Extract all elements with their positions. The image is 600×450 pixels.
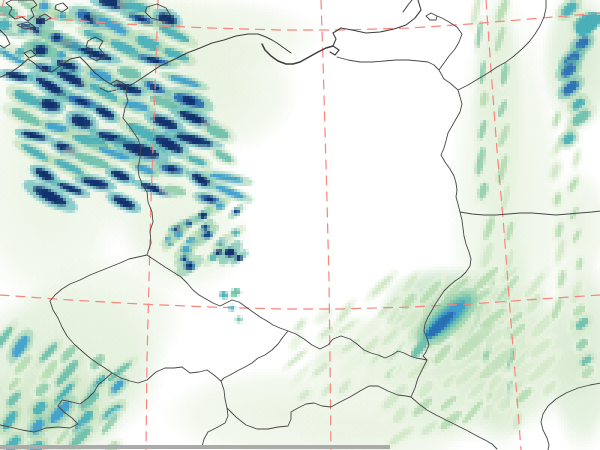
border-poland-belarus xyxy=(440,89,463,213)
coast-baltic-coast xyxy=(0,33,292,88)
border-russia-lithuania xyxy=(425,12,463,71)
border-austria-slovakia xyxy=(220,380,228,409)
graticule-meridian-0 xyxy=(0,0,5,17)
coast-sambia-curonian-coast xyxy=(332,0,422,47)
border-slovakia-ukraine xyxy=(410,359,428,398)
graticule-meridian-1 xyxy=(145,0,159,450)
border-poland-ukraine xyxy=(422,211,472,361)
coast-gdansk-bay-vistula-spit xyxy=(261,43,334,65)
graticule-meridian-3 xyxy=(485,0,522,450)
border-poland-lithuania xyxy=(443,78,459,91)
island-fehmarn xyxy=(23,49,37,59)
graticule-meridian-2 xyxy=(320,0,332,450)
island-lolland xyxy=(16,21,36,30)
border-czechia-austria xyxy=(111,366,222,384)
island-moen xyxy=(38,13,52,22)
island-small-danish-isle xyxy=(54,2,69,13)
islands xyxy=(0,0,171,62)
island-langeland xyxy=(0,29,11,49)
coastlines xyxy=(0,0,422,93)
graticule-parallel-0 xyxy=(0,12,600,31)
border-germany-austria xyxy=(0,372,113,433)
coast-curonian-spit xyxy=(402,0,413,13)
border-ukraine-romania xyxy=(540,382,600,450)
coast-szczecin-lagoon-a xyxy=(109,79,125,85)
coast-szczecin-lagoon-b xyxy=(99,87,117,93)
border-lithuania-belarus xyxy=(457,0,547,91)
border-poland-russia xyxy=(336,56,445,80)
border-czechia-germany xyxy=(49,254,148,374)
border-ukraine-hungary xyxy=(410,396,498,450)
border-czechia-slovakia xyxy=(220,330,289,382)
island-ruegen xyxy=(85,36,106,62)
border-czechia-poland xyxy=(146,254,289,332)
island-zealand xyxy=(5,0,38,22)
graticule-parallel-1 xyxy=(0,294,600,310)
border-austria-hungary xyxy=(201,407,229,448)
border-germany-poland xyxy=(122,86,154,256)
bottom-frame-bar xyxy=(0,445,390,449)
coast-vistula-hook xyxy=(329,45,340,56)
border-belarus-ukraine xyxy=(459,210,600,216)
border-slovakia-hungary xyxy=(226,385,412,430)
island-bornholm xyxy=(144,3,171,22)
border-poland-slovakia xyxy=(287,330,428,361)
